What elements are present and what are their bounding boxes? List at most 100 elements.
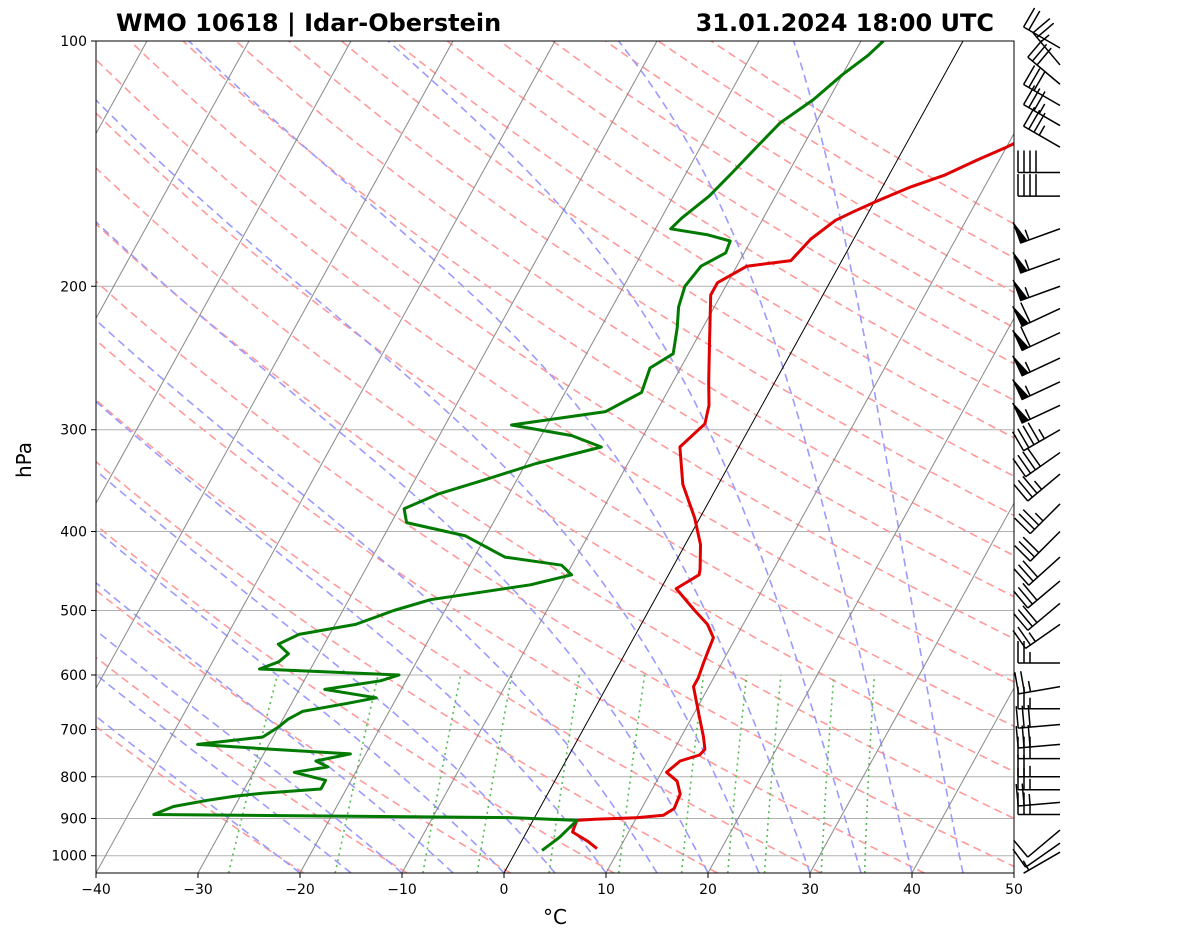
wind-barb — [1015, 725, 1061, 749]
wind-barb — [1013, 602, 1061, 631]
y-tick-label: 600 — [60, 668, 87, 684]
dry-adiabat — [96, 58, 1014, 683]
isotherm — [809, 502, 1014, 873]
mixing-ratio-lines — [227, 674, 876, 873]
moist-adiabat — [96, 99, 760, 873]
x-axis-label: °C — [543, 905, 567, 929]
wind-barb — [1011, 422, 1061, 452]
x-tick-label: 30 — [801, 882, 819, 898]
x-tick-label: −40 — [81, 882, 111, 898]
wind-barb — [1013, 473, 1061, 502]
isotherm — [197, 41, 658, 873]
dry-adiabat — [446, 41, 1014, 402]
x-tick-label: −20 — [285, 882, 315, 898]
wind-barb — [1012, 379, 1061, 401]
wind-barb — [1027, 39, 1061, 85]
chart-title-station: WMO 10618 | Idar-Oberstein — [116, 9, 501, 37]
wind-barb — [1012, 252, 1061, 274]
plot-frame — [95, 40, 1015, 874]
moist-adiabat — [387, 41, 862, 873]
isotherm — [401, 41, 862, 873]
dry-adiabat — [235, 41, 1014, 557]
dry-adiabat — [96, 725, 305, 873]
y-tick-label: 700 — [60, 723, 87, 739]
wind-barb — [1012, 842, 1061, 868]
y-tick-label: 800 — [60, 770, 87, 786]
wind-barb — [1017, 150, 1061, 174]
dewpoint-profile — [152, 41, 885, 852]
wind-barb — [1012, 623, 1061, 650]
y-tick-label: 1000 — [51, 849, 87, 865]
x-tick-label: 20 — [699, 882, 717, 898]
x-tick-label: 0 — [500, 882, 509, 898]
wind-barb — [1022, 65, 1061, 107]
x-tick-label: 40 — [903, 882, 921, 898]
isotherm — [96, 41, 352, 505]
moist-adiabat — [617, 41, 913, 873]
dry-adiabat — [96, 222, 1014, 820]
y-axis: 1000 900 800 700 600 500 400 300 200 100 — [51, 34, 96, 865]
y-tick-label: 300 — [60, 423, 87, 439]
wind-barb — [1022, 7, 1061, 49]
y-tick-label: 900 — [60, 811, 87, 827]
dry-adiabat — [288, 41, 1014, 517]
moist-adiabat — [96, 629, 403, 873]
dry-adiabat — [129, 41, 1014, 640]
wind-barb — [1012, 447, 1061, 478]
wind-barb — [1013, 580, 1061, 609]
moist-adiabat — [96, 319, 658, 873]
y-tick-label: 100 — [60, 34, 87, 50]
wind-barb — [1012, 355, 1061, 377]
moist-adiabat — [96, 220, 709, 873]
zero-isotherm — [503, 41, 964, 873]
wind-barb — [1014, 671, 1061, 695]
isotherm — [96, 41, 250, 320]
plot-area — [96, 41, 1014, 873]
isotherms — [96, 41, 1014, 873]
wind-barb — [1015, 783, 1061, 807]
x-tick-label: 10 — [597, 882, 615, 898]
isotherm — [299, 41, 760, 873]
wind-barbs — [1011, 7, 1061, 874]
wind-barb — [1017, 174, 1061, 197]
isotherm — [911, 687, 1014, 873]
wind-barb — [1014, 530, 1061, 562]
dry-adiabat — [96, 166, 1014, 773]
dry-adiabat — [96, 112, 1014, 728]
dry-adiabat — [552, 41, 1014, 329]
y-tick-label: 200 — [60, 279, 87, 295]
moist-adiabat — [792, 41, 964, 873]
moist-adiabat — [96, 400, 607, 873]
moist-adiabat — [188, 41, 811, 873]
x-tick-label: −30 — [183, 882, 213, 898]
y-tick-label: 500 — [60, 603, 87, 619]
isotherm — [605, 132, 1014, 873]
mixing-ratio-line — [334, 674, 379, 873]
x-tick-label: −10 — [387, 882, 417, 898]
wind-barb — [1014, 503, 1061, 535]
dry-adiabat — [499, 41, 1014, 365]
wind-barb — [1012, 302, 1061, 327]
y-axis-label: hPa — [12, 442, 36, 478]
isotherm — [96, 41, 454, 690]
y-tick-label: 400 — [60, 525, 87, 541]
wind-barb — [1012, 279, 1061, 302]
wind-barb — [1017, 641, 1061, 664]
profile-series — [152, 41, 1014, 852]
pressure-gridlines — [96, 41, 1014, 857]
moist-adiabat — [96, 529, 505, 873]
wind-barb — [1012, 326, 1061, 352]
x-tick-label: 50 — [1005, 882, 1023, 898]
isotherm — [96, 41, 556, 873]
wind-barb — [1022, 85, 1061, 127]
wind-barb — [1013, 556, 1061, 586]
temperature-profile — [571, 141, 1014, 850]
dry-adiabat — [96, 398, 822, 873]
wind-barb — [1012, 222, 1061, 244]
wind-barb — [1012, 402, 1061, 424]
wind-barb — [1022, 851, 1061, 874]
dry-adiabat — [96, 656, 408, 873]
mixing-ratio-line — [227, 674, 279, 873]
x-axis: −40 −30 −20 −10 0 10 20 30 40 50 — [81, 873, 1023, 898]
